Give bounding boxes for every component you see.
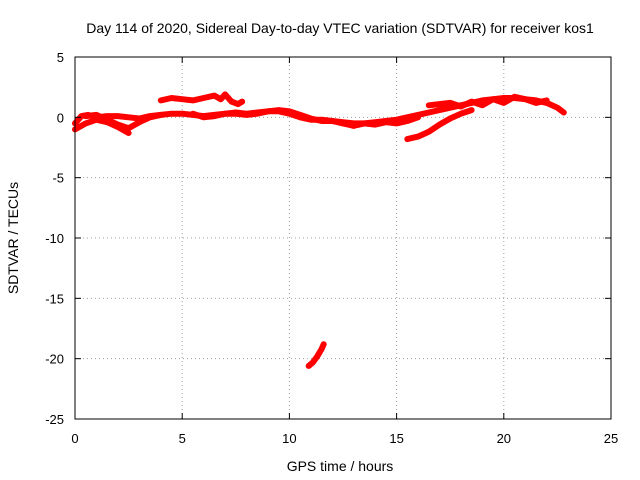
series-arc-5: [189, 107, 357, 129]
series-arc-3: [82, 111, 164, 132]
y-tick-label: 5: [57, 50, 64, 65]
x-tick-label: 10: [282, 431, 296, 446]
x-tick-label: 0: [71, 431, 78, 446]
y-axis-label: SDTVAR / TECUs: [5, 182, 21, 294]
series-arc-7: [404, 107, 475, 143]
grid: [75, 57, 611, 419]
y-tick-label: 0: [57, 110, 64, 125]
x-axis-label: GPS time / hours: [287, 458, 394, 474]
y-tick-label: -25: [45, 412, 64, 427]
data-series: [72, 91, 567, 369]
chart-title: Day 114 of 2020, Sidereal Day-to-day VTE…: [86, 20, 594, 36]
y-tick-label: -20: [45, 352, 64, 367]
x-tick-label: 20: [497, 431, 511, 446]
x-tick-label: 25: [604, 431, 618, 446]
series-arc-6: [350, 114, 421, 129]
x-tick-label: 15: [389, 431, 403, 446]
series-arc-4: [157, 91, 246, 108]
axes: 0 5 10 15 20 25 5 0 -5 -10 -15 -20 -25: [45, 50, 618, 446]
y-tick-label: -10: [45, 231, 64, 246]
series-arc-8: [425, 93, 550, 110]
y-tick-label: -15: [45, 291, 64, 306]
x-tick-label: 5: [179, 431, 186, 446]
y-tick-label: -5: [52, 171, 64, 186]
series-arc-9: [305, 341, 327, 369]
